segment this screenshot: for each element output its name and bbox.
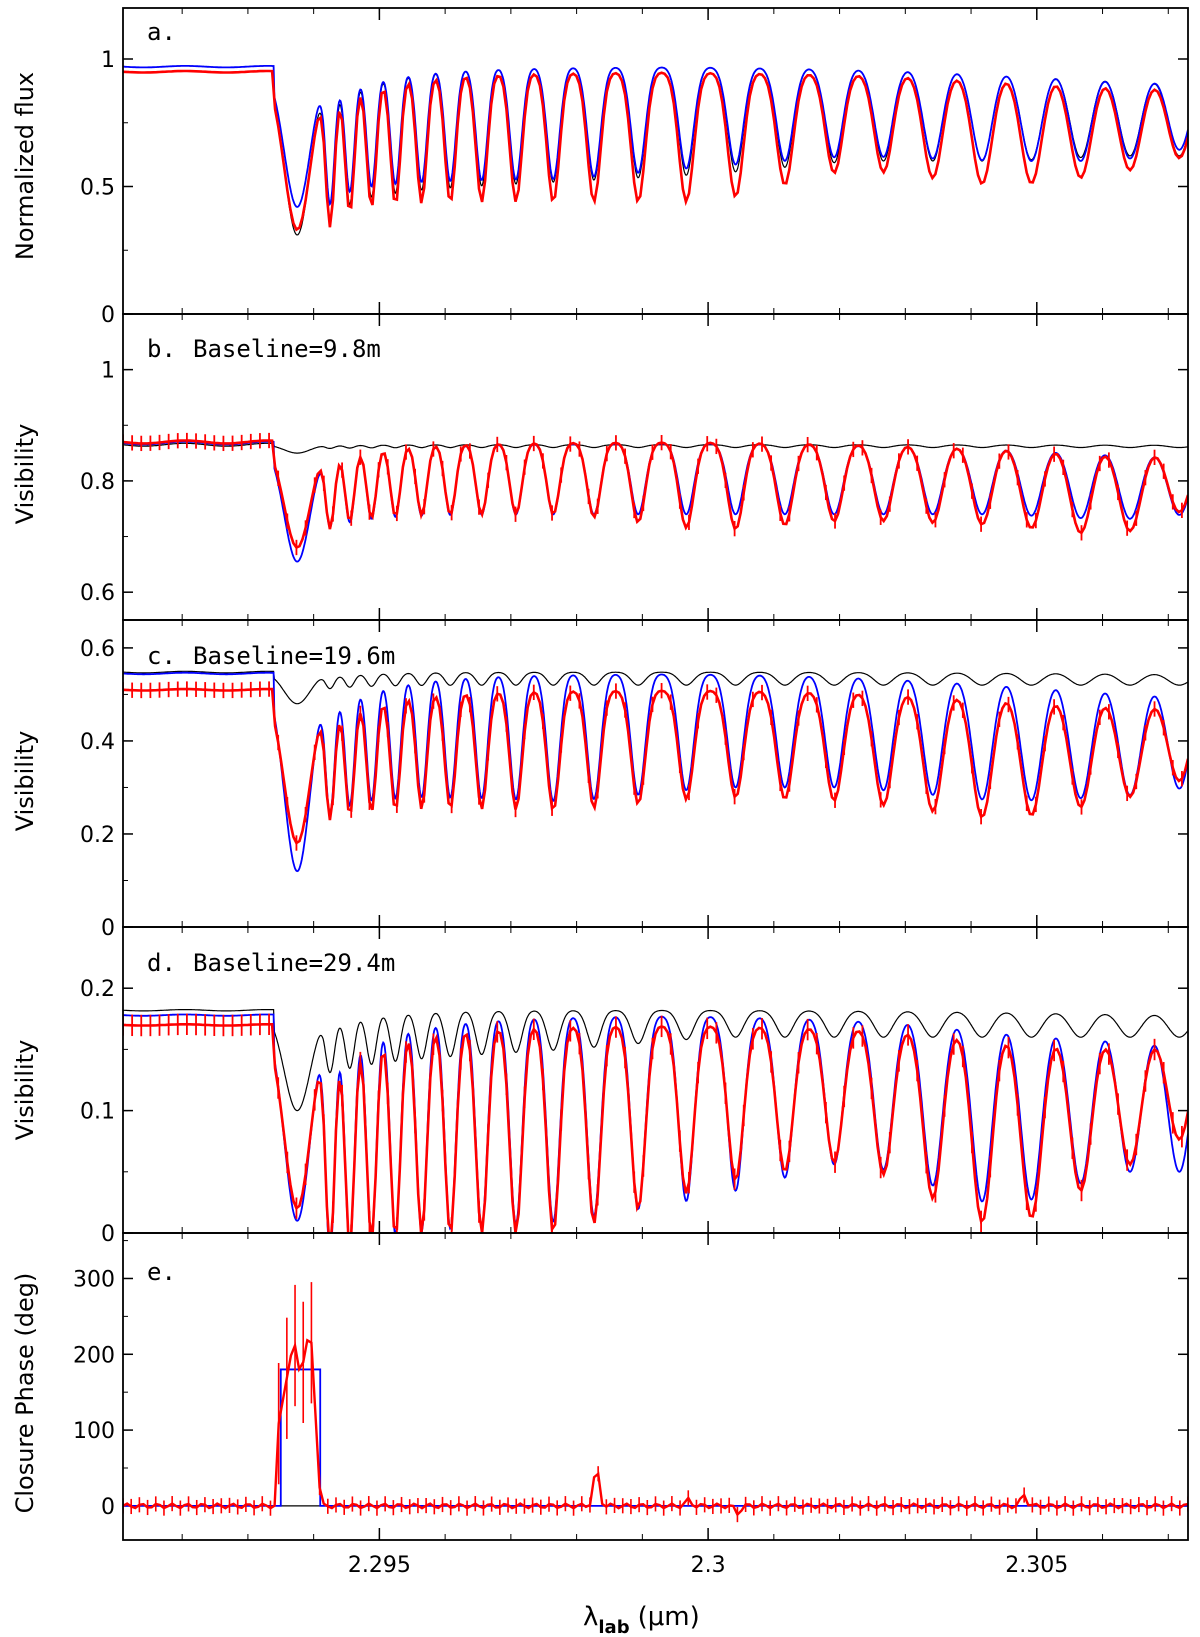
ytick-label-e-3: 300 (73, 1267, 115, 1292)
panel-a-ylabel: Normalized flux (11, 72, 39, 260)
ytick-label-e-0: 0 (101, 1495, 115, 1520)
ytick-label-e-2: 200 (73, 1343, 115, 1368)
panel-b-label: b. (147, 335, 176, 363)
panel-b-ylabel: Visibility (11, 424, 39, 525)
ytick-label-b-0: 0.6 (80, 581, 115, 606)
plot-area-e (123, 1282, 1188, 1523)
ytick-label-b-2: 1 (101, 359, 115, 384)
panel-e-ylabel: Closure Phase (deg) (11, 1273, 39, 1514)
series-red-a (123, 69, 1188, 232)
plot-area-c (123, 670, 1188, 873)
ytick-label-b-1: 0.8 (80, 470, 115, 495)
panel-c-label: c. (147, 642, 176, 670)
series-red-b (123, 439, 1188, 550)
plot-area-d (123, 1009, 1188, 1233)
plot-area-a (123, 65, 1188, 236)
panel-d-label: d. (147, 949, 176, 977)
series-red-c (123, 687, 1188, 845)
panel-e: 0 100 200 300 (73, 1232, 1189, 1541)
ytick-label-c-3: 0.6 (80, 637, 115, 662)
ytick-label-d-2: 0.2 (80, 977, 115, 1002)
panel-d-ylabel: Visibility (11, 1040, 39, 1141)
ytick-label-c-1: 0.2 (80, 823, 115, 848)
series-blue-e (123, 1368, 1188, 1507)
series-blue-a (123, 65, 1188, 208)
ytick-label-a-1: 0.5 (80, 176, 115, 201)
series-black-d (123, 1009, 1188, 1112)
panel-c: 0 0.2 0.4 0.6 (80, 619, 1189, 941)
panel-c-baseline: Baseline=19.6m (193, 642, 395, 670)
series-red-d (123, 1023, 1188, 1233)
xtick-label-1: 2.3 (691, 1553, 726, 1578)
ytick-label-a-2: 1 (101, 48, 115, 73)
ytick-label-c-0: 0 (101, 916, 115, 941)
ytick-label-d-0: 0 (101, 1222, 115, 1247)
panel-b: 0.6 0.8 1 (80, 313, 1189, 621)
series-blue-c (123, 671, 1188, 873)
ytick-label-c-2: 0.4 (80, 730, 115, 755)
series-black-c (123, 670, 1188, 705)
panel-b-baseline: Baseline=9.8m (193, 335, 381, 363)
panel-e-label: e. (147, 1258, 176, 1286)
series-blue-d (123, 1013, 1188, 1233)
series-red-e (123, 1338, 1188, 1517)
ytick-label-d-1: 0.1 (80, 1100, 115, 1125)
ytick-label-a-0: 0 (101, 303, 115, 328)
xtick-label-0: 2.295 (348, 1553, 411, 1578)
xtick-label-2: 2.305 (1005, 1553, 1068, 1578)
panel-c-ylabel: Visibility (11, 731, 39, 832)
panel-a-label: a. (147, 18, 176, 46)
x-axis-label: λlab (μm) (583, 1602, 700, 1637)
plot-area-b (123, 432, 1188, 563)
frame-e (122, 1232, 1189, 1541)
panel-a: 00.51 (80, 7, 1189, 328)
panel-d-baseline: Baseline=29.4m (193, 949, 395, 977)
ytick-label-e-1: 100 (73, 1419, 115, 1444)
